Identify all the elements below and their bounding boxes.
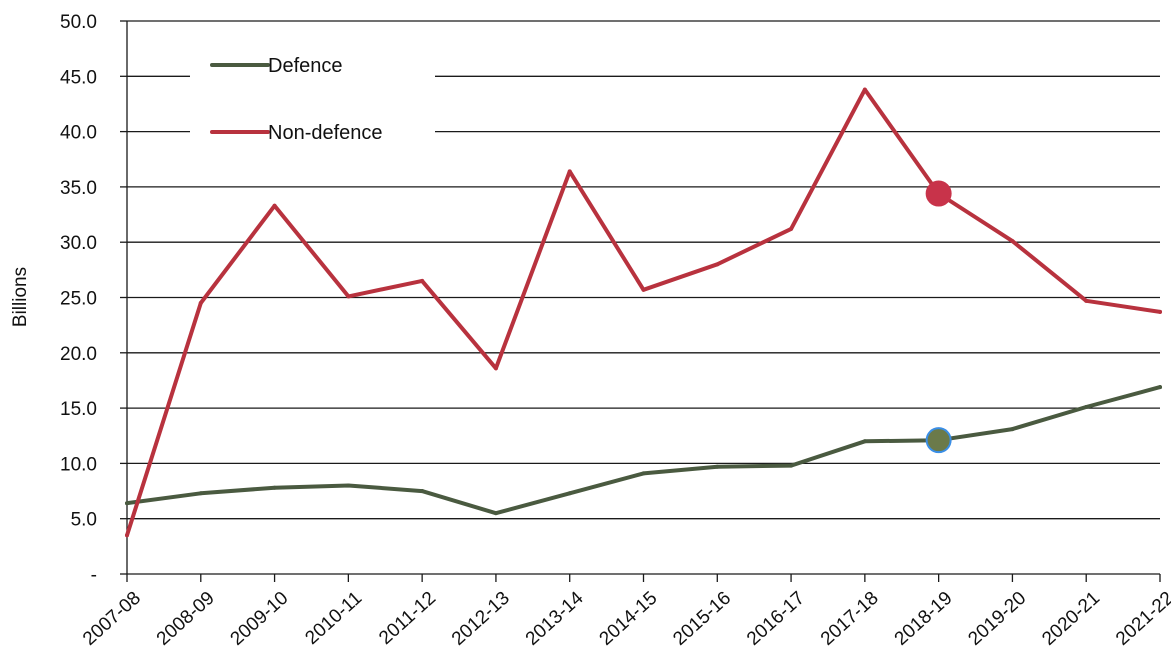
data-point — [272, 203, 277, 208]
y-tick-labels: - 5.0 10.0 15.0 20.0 25.0 30.0 35.0 40.0 45.0 50.0 — [60, 12, 97, 586]
data-point — [420, 278, 425, 283]
y-tick-label: 50.0 — [60, 12, 97, 33]
x-tick-label: 2007-08 — [79, 588, 145, 650]
data-point — [567, 169, 572, 174]
data-point — [789, 463, 794, 468]
legend: Defence Non-defence — [190, 42, 435, 162]
x-tick-label: 2015-16 — [669, 588, 735, 650]
data-point — [346, 294, 351, 299]
highlight-point — [925, 180, 952, 207]
x-tick-label: 2020-21 — [1038, 588, 1104, 650]
data-point — [862, 439, 867, 444]
data-point — [1084, 298, 1089, 303]
data-point — [1010, 239, 1015, 244]
data-points — [125, 87, 1162, 538]
x-tick-label: 2019-20 — [964, 588, 1030, 650]
data-point — [715, 464, 720, 469]
x-tick-label: 2012-13 — [448, 588, 514, 650]
x-tick-label: 2014-15 — [596, 588, 662, 650]
axes — [120, 20, 1161, 582]
y-tick-label: 20.0 — [60, 344, 97, 365]
x-tick-label: 2013-14 — [522, 587, 588, 650]
data-point — [1084, 404, 1089, 409]
y-tick-label: 25.0 — [60, 289, 97, 310]
data-point — [125, 533, 129, 538]
y-tick-label: 10.0 — [60, 454, 97, 475]
x-tick-label: 2017-18 — [817, 588, 883, 650]
data-point — [1010, 427, 1015, 432]
highlight-point — [925, 427, 952, 454]
y-tick-label: 30.0 — [60, 233, 97, 254]
x-tick-label: 2011-12 — [375, 588, 440, 649]
legend-background — [190, 42, 435, 162]
data-point — [567, 491, 572, 496]
x-tick-label: 2008-09 — [153, 588, 219, 650]
y-tick-label: 45.0 — [60, 67, 97, 88]
data-point — [198, 491, 203, 496]
y-tick-label: 15.0 — [60, 399, 97, 420]
data-point — [198, 301, 203, 306]
data-point — [641, 287, 646, 292]
y-axis-label: Billions — [10, 267, 31, 327]
data-point — [346, 483, 351, 488]
legend-label: Non-defence — [268, 122, 383, 144]
gridlines — [127, 20, 1160, 520]
data-point — [641, 471, 646, 476]
y-tick-label: 5.0 — [71, 510, 97, 531]
data-point — [715, 262, 720, 267]
x-tick-label: 2010-11 — [301, 588, 366, 649]
y-tick-label: 40.0 — [60, 123, 97, 144]
x-tick-label: 2018-19 — [891, 588, 957, 650]
data-point — [1158, 385, 1162, 390]
data-point — [420, 489, 425, 494]
data-point — [862, 87, 867, 92]
data-point — [493, 511, 498, 516]
series-line-defence — [125, 385, 1162, 516]
x-tick-label: 2009-10 — [227, 588, 293, 650]
data-point — [272, 485, 277, 490]
y-tick-label: 35.0 — [60, 178, 97, 199]
x-tick-label: 2016-17 — [743, 588, 809, 650]
data-point — [493, 366, 498, 371]
x-tick-labels: 2007-08 2008-09 2009-10 2010-11 2011-12 2012-… — [79, 587, 1171, 650]
legend-label: Defence — [268, 55, 343, 77]
data-point — [125, 501, 129, 506]
y-tick-label: - — [91, 565, 97, 586]
x-tick-label: 2021-22 — [1112, 588, 1171, 650]
data-point — [1158, 309, 1162, 314]
data-point — [789, 226, 794, 231]
